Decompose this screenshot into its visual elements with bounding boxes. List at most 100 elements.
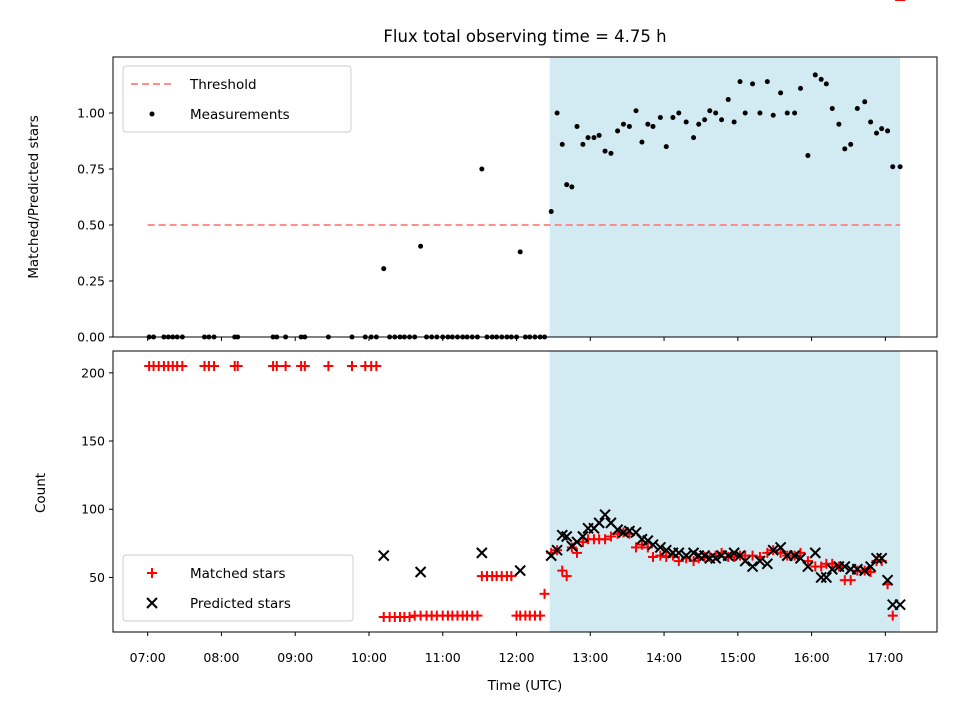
predicted-star-point xyxy=(774,541,787,554)
measurement-point xyxy=(742,110,748,116)
y-tick-label: 0.00 xyxy=(77,330,105,345)
measurement-point xyxy=(792,110,798,116)
measurement-point xyxy=(548,209,554,215)
legend-predicted-marker xyxy=(146,597,158,609)
predicted-star-point xyxy=(660,544,672,556)
measurement-point xyxy=(645,121,651,127)
predicted-star-point xyxy=(611,523,624,536)
legend-measurements-label: Measurements xyxy=(190,107,290,123)
measurement-point xyxy=(879,126,885,132)
predicted-star-point xyxy=(647,538,659,551)
measurement-point xyxy=(596,132,602,138)
bottom-panel-y-ticks: 50 100 150 200 xyxy=(81,365,113,585)
measurement-point xyxy=(854,106,860,112)
measurement-point xyxy=(585,135,591,141)
measurement-point xyxy=(818,76,824,82)
matched-star-point xyxy=(323,361,334,372)
top-panel: 0.00 0.25 0.50 0.75 1.00 Matched/Predicted s… xyxy=(26,56,938,345)
x-tick-label: 07:00 xyxy=(130,650,166,665)
predicted-star-point xyxy=(754,555,766,567)
x-tick-label: 13:00 xyxy=(572,650,608,665)
y-tick-label: 0.50 xyxy=(77,218,105,233)
measurement-point xyxy=(829,106,835,112)
measurement-point xyxy=(663,144,669,150)
predicted-star-point xyxy=(870,552,883,565)
predicted-star-point xyxy=(577,530,589,543)
matched-star-point xyxy=(177,361,188,372)
predicted-star-point xyxy=(894,599,906,611)
matched-star-point xyxy=(605,531,616,542)
measurement-point xyxy=(639,139,645,145)
measurement-point xyxy=(836,121,842,127)
y-tick-label: 150 xyxy=(81,434,105,449)
measurement-point xyxy=(626,123,632,129)
measurement-point xyxy=(764,79,770,85)
measurement-point xyxy=(823,81,829,87)
predicted-star-point xyxy=(593,517,605,529)
predicted-star-point xyxy=(746,560,759,573)
predicted-star-point xyxy=(476,547,488,559)
measurement-point xyxy=(874,130,880,136)
measurement-point xyxy=(517,249,523,255)
measurement-point xyxy=(608,150,614,156)
legend-predicted-label: Predicted stars xyxy=(190,596,291,612)
x-tick-label: 12:00 xyxy=(499,650,535,665)
matched-star-point xyxy=(600,534,611,545)
predicted-star-point xyxy=(788,549,801,562)
y-tick-label: 200 xyxy=(81,365,105,380)
matched-star-point xyxy=(631,542,642,553)
measurement-point xyxy=(670,114,676,120)
measurement-point xyxy=(798,85,804,91)
top-legend-box xyxy=(122,65,352,133)
bottom-panel: 50 100 150 200 07:00 08:00 09:00 10:00 11:00 12:… xyxy=(33,0,938,694)
matched-star-point xyxy=(647,551,658,562)
measurement-point xyxy=(559,141,565,147)
matched-star-point xyxy=(280,361,291,372)
predicted-star-point xyxy=(875,552,888,565)
measurement-point xyxy=(657,114,663,120)
matched-star-point xyxy=(557,565,568,576)
measurement-point xyxy=(707,108,713,114)
chart-title: Flux total observing time = 4.75 h xyxy=(383,27,666,46)
measurement-point xyxy=(381,266,387,272)
measurement-point xyxy=(633,108,639,114)
matched-star-point xyxy=(209,361,220,372)
predicted-star-point xyxy=(820,571,833,584)
matched-star-point xyxy=(539,588,550,599)
predicted-star-point xyxy=(815,571,827,584)
predicted-stars-series xyxy=(378,508,906,611)
measurements-series xyxy=(146,72,903,340)
legend-matched-label: Matched stars xyxy=(190,566,286,582)
measurement-point xyxy=(676,110,682,116)
measurement-point xyxy=(812,72,818,78)
measurement-point xyxy=(731,119,737,125)
measurement-point xyxy=(868,119,874,125)
matched-star-point xyxy=(371,361,382,372)
measurement-point xyxy=(737,79,743,85)
x-tick-label: 14:00 xyxy=(646,650,682,665)
predicted-star-point xyxy=(767,544,779,556)
predicted-star-point xyxy=(881,574,894,586)
predicted-star-point xyxy=(709,552,722,565)
matched-star-point xyxy=(572,547,583,558)
matched-star-point xyxy=(845,575,856,586)
x-tick-label: 11:00 xyxy=(425,650,461,665)
measurement-point xyxy=(479,166,485,172)
measurement-point xyxy=(862,99,868,105)
bottom-panel-y-axis-label: Count xyxy=(33,473,49,513)
y-tick-label: 0.75 xyxy=(77,162,105,177)
bottom-panel-shaded-region xyxy=(549,351,901,632)
predicted-star-point xyxy=(728,547,740,559)
top-panel-shaded-region xyxy=(549,57,901,337)
measurement-point xyxy=(885,128,891,134)
matched-star-point xyxy=(816,561,827,572)
measurement-point xyxy=(602,148,608,154)
top-legend: Threshold Measurements xyxy=(122,65,352,133)
top-panel-y-ticks: 0.00 0.25 0.50 0.75 1.00 xyxy=(77,106,113,345)
x-tick-label: 08:00 xyxy=(203,650,239,665)
measurement-point xyxy=(778,90,784,96)
measurement-point xyxy=(620,121,626,127)
measurement-point xyxy=(564,182,570,188)
bottom-panel-x-ticks: 07:00 08:00 09:00 10:00 11:00 12:00 13:00 14:00… xyxy=(130,632,903,665)
matched-star-point xyxy=(506,571,517,582)
